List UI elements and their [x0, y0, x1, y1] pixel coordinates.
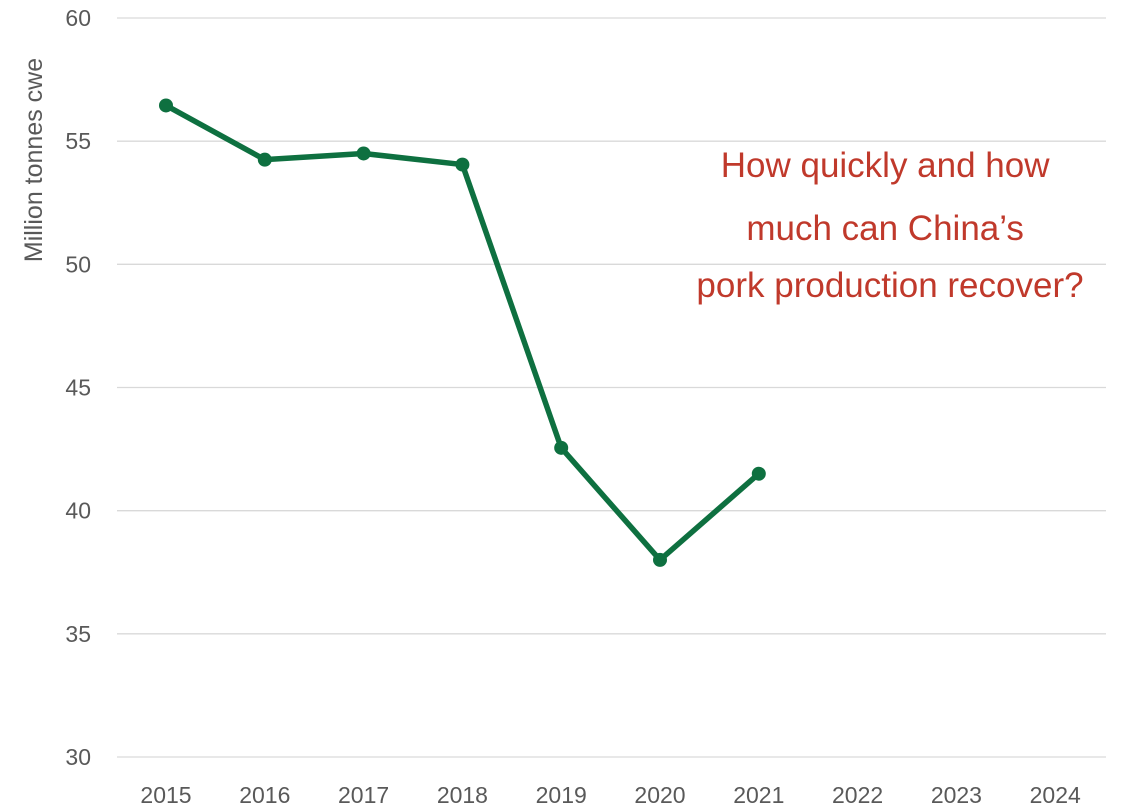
data-point-2017: [356, 146, 371, 161]
y-tick-label: 55: [65, 128, 91, 154]
series-layer: [159, 98, 766, 567]
x-tick-label: 2018: [437, 782, 488, 808]
series-line: [163, 102, 762, 563]
x-tick-label: 2024: [1030, 782, 1081, 808]
annotation-line-2: much can China’s: [746, 209, 1024, 248]
gridlines: [117, 17, 1106, 758]
data-point-2016: [257, 152, 272, 167]
x-tick-label: 2020: [634, 782, 685, 808]
y-tick-label: 35: [65, 621, 91, 647]
x-tick-label: 2022: [832, 782, 883, 808]
x-tick-label: 2023: [931, 782, 982, 808]
x-tick-label: 2021: [733, 782, 784, 808]
annotation-line-1: How quickly and how: [721, 146, 1050, 185]
annotation-line-3: pork production recover?: [696, 266, 1083, 305]
data-point-2020: [653, 552, 667, 567]
x-tick-label: 2019: [536, 782, 587, 808]
x-tick-labels: 2015 2016 2017 2018 2019 2020 2021 2022 2023 2024: [140, 782, 1081, 808]
x-tick-label: 2017: [338, 782, 389, 808]
annotation-text: How quickly and how much can China’s por…: [696, 146, 1083, 305]
y-tick-label: 40: [65, 498, 91, 524]
y-tick-label: 60: [65, 5, 91, 31]
y-tick-labels: 30 35 40 45 50 55 60: [65, 5, 91, 770]
y-tick-label: 50: [65, 251, 91, 277]
y-axis-title: Million tonnes cwe: [20, 58, 48, 262]
data-point-2018: [455, 157, 470, 172]
data-point-2015: [159, 98, 173, 113]
x-tick-label: 2016: [239, 782, 290, 808]
x-tick-label: 2015: [140, 782, 191, 808]
y-tick-label: 30: [65, 744, 91, 770]
data-point-2021: [751, 466, 766, 481]
data-point-2019: [554, 440, 569, 455]
y-tick-label: 45: [65, 375, 91, 401]
